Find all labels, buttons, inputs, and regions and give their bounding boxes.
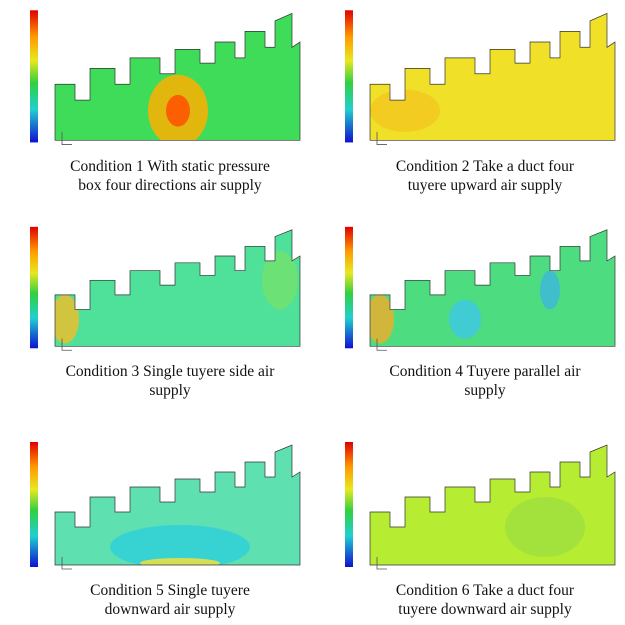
field-zone	[540, 271, 560, 310]
contour-plot	[30, 5, 310, 153]
contour-field	[30, 5, 310, 153]
caption-line: supply	[335, 381, 625, 400]
caption-line: Condition 6 Take a duct four	[335, 581, 625, 600]
figure: Condition 1 With static pressurebox four…	[0, 0, 625, 625]
contour-field	[345, 222, 625, 358]
color-bar	[345, 442, 353, 567]
color-bar	[30, 227, 38, 348]
caption-line: tuyere upward air supply	[335, 176, 625, 195]
contour-plot	[345, 5, 625, 153]
field-zone	[140, 558, 220, 568]
caption-line: Condition 1 With static pressure	[20, 157, 320, 176]
caption-line: Condition 4 Tuyere parallel air	[335, 362, 625, 381]
caption-line: Condition 5 Single tuyere	[20, 581, 320, 600]
caption-line: Condition 3 Single tuyere side air	[20, 362, 320, 381]
field-base	[345, 5, 625, 153]
caption-line: downward air supply	[20, 600, 320, 619]
contour-plot	[30, 222, 310, 358]
color-bar	[30, 442, 38, 567]
caption-line: box four directions air supply	[20, 176, 320, 195]
field-zone	[166, 95, 190, 127]
contour-field	[345, 5, 625, 153]
contour-plot	[30, 437, 310, 577]
contour-field	[30, 437, 310, 577]
field-zone	[449, 300, 481, 339]
contour-plot	[345, 222, 625, 358]
caption-line: tuyere downward air supply	[335, 600, 625, 619]
field-zone	[262, 251, 298, 309]
caption-line: supply	[20, 381, 320, 400]
contour-field	[30, 222, 310, 358]
contour-field	[345, 437, 625, 577]
contour-plot	[345, 437, 625, 577]
field-base	[345, 437, 625, 577]
color-bar	[345, 10, 353, 142]
color-bar	[345, 227, 353, 348]
field-zone	[505, 497, 585, 557]
color-bar	[30, 10, 38, 142]
caption-line: Condition 2 Take a duct four	[335, 157, 625, 176]
